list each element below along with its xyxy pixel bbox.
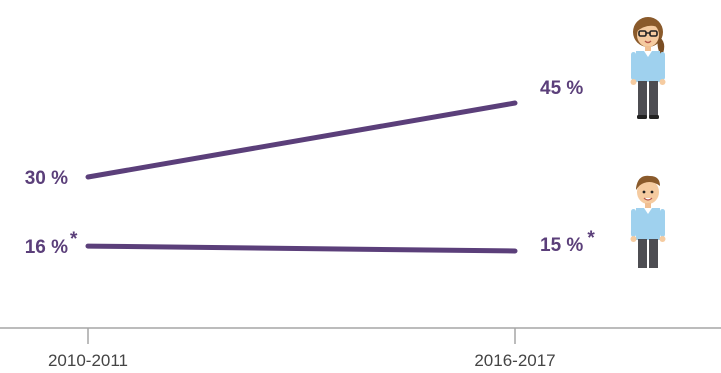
data-label: 45 % <box>540 78 583 99</box>
woman-icon <box>630 17 666 119</box>
man-icon <box>630 175 666 268</box>
data-label: 30 % <box>25 168 68 189</box>
series-line-women <box>85 100 518 180</box>
series-line-men <box>85 243 518 254</box>
x-tick-label: 2016-2017 <box>474 351 555 370</box>
footnote-mark: * <box>70 229 78 250</box>
data-label: 16 % <box>25 237 68 258</box>
x-tick-label: 2010-2011 <box>48 351 128 370</box>
footnote-mark: * <box>587 228 595 249</box>
data-label: 15 % <box>540 235 583 256</box>
